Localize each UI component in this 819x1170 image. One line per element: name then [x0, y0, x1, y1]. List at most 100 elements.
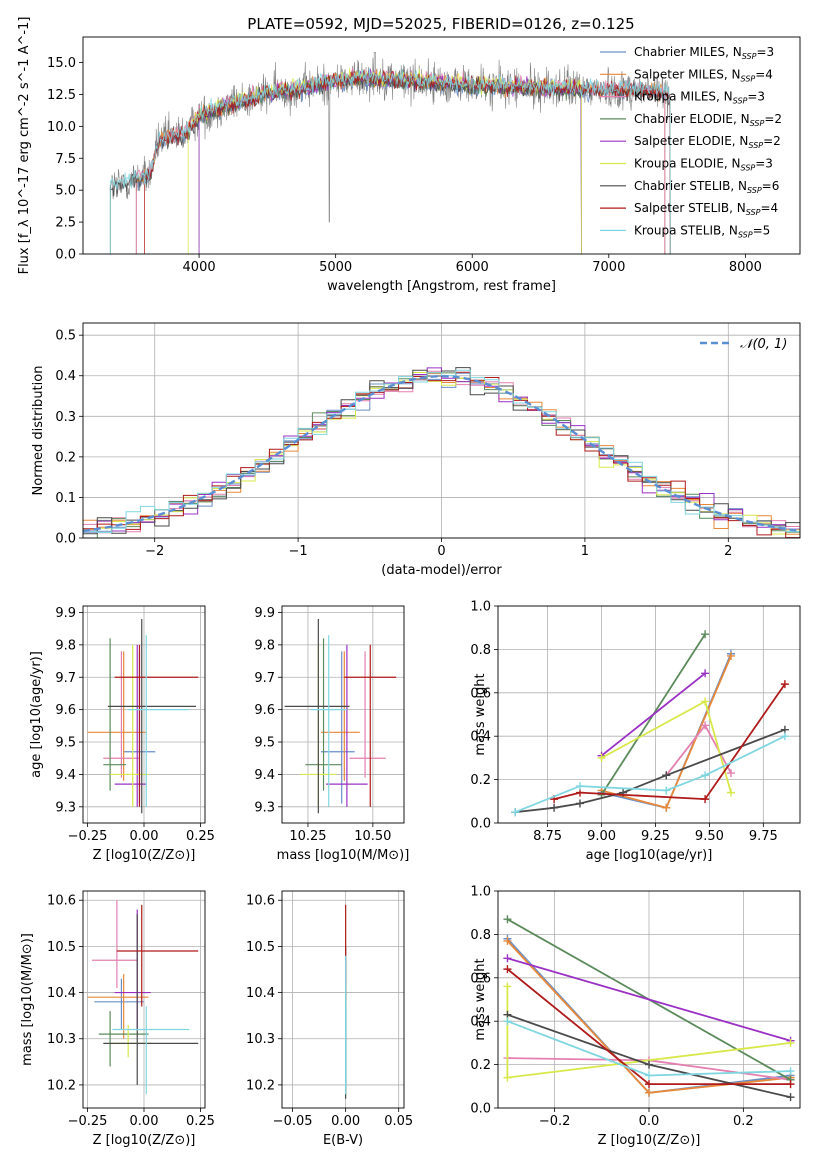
legend-entry: Kroupa MILES, NSSP=3	[634, 90, 765, 106]
x-tick-label: −2	[145, 544, 164, 559]
x-tick-label: 0.2	[733, 1114, 754, 1129]
legend-entry: Salpeter ELODIE, NSSP=2	[634, 134, 781, 150]
x-axis-label: Z [log10(Z/Z⊙)]	[93, 848, 196, 863]
model-spectrum-line	[135, 69, 666, 254]
weight-point-marker	[662, 786, 671, 795]
x-tick-label: 4000	[183, 260, 216, 275]
x-axis-label: (data-model)/error	[381, 563, 502, 578]
legend-entry: Salpeter STELIB, NSSP=4	[634, 201, 778, 217]
x-tick-label: −0.05	[273, 1114, 313, 1129]
x-tick-label: 0.05	[384, 1114, 413, 1129]
y-tick-label: 0.3	[55, 410, 76, 425]
y-tick-label: 5.0	[55, 184, 76, 199]
grid	[83, 323, 800, 539]
y-tick-label: 0.0	[55, 532, 76, 547]
y-tick-label: 10.5	[47, 940, 76, 955]
weight-series-line	[507, 957, 791, 1042]
weight-point-marker	[701, 669, 710, 678]
x-tick-label: 0.00	[331, 1114, 360, 1129]
y-tick-label: 9.3	[254, 800, 275, 815]
plot-area	[83, 367, 800, 538]
y-axis-label: age [log10(age/yr)]	[29, 651, 44, 778]
y-tick-label: 0.0	[470, 817, 491, 832]
plot-area	[87, 618, 199, 814]
y-tick-label: 0.0	[55, 248, 76, 263]
legend: 𝒩(0, 1)	[700, 337, 787, 352]
y-tick-label: 10.0	[47, 120, 76, 135]
weight-point-marker	[503, 982, 512, 991]
y-tick-label: 10.3	[246, 1032, 275, 1047]
x-tick-label: 2	[724, 544, 732, 559]
weight-series-line	[515, 728, 786, 813]
plot-area	[284, 618, 397, 814]
data-spectrum-line	[110, 52, 671, 223]
weight-point-marker	[786, 1067, 795, 1076]
axes-frame	[281, 890, 405, 1109]
axes-frame	[82, 322, 801, 539]
y-tick-label: 9.6	[254, 703, 275, 718]
x-tick-label: 10.25	[289, 829, 326, 844]
y-tick-label: 10.4	[47, 986, 76, 1001]
x-tick-label: 10.50	[354, 829, 391, 844]
weight-series-line	[601, 653, 732, 809]
plot-area	[87, 900, 199, 1095]
weight-point-marker	[701, 795, 710, 804]
x-axis-label: Z [log10(Z/Z⊙)]	[598, 1133, 701, 1148]
y-tick-label: 0.4	[55, 369, 76, 384]
legend-entry: Salpeter MILES, NSSP=4	[634, 67, 773, 83]
y-axis-label: Flux [f_λ 10^-17 erg cm^-2 s^-1 A^-1]	[17, 17, 32, 275]
weight-point-marker	[780, 732, 789, 741]
model-spectrum-line	[135, 70, 666, 254]
legend: Chabrier MILES, NSSP=3 Salpeter MILES, NS…	[600, 45, 782, 239]
x-axis-label: E(B-V)	[323, 1133, 363, 1148]
y-tick-label: 9.8	[254, 638, 275, 653]
y-tick-label: 15.0	[47, 56, 76, 71]
x-axis-label: wavelength [Angstrom, rest frame]	[327, 279, 556, 294]
y-tick-label: 9.4	[55, 768, 76, 783]
y-tick-label: 0.2	[470, 773, 491, 788]
panel-weight_vs_age: 8.75 9.00 9.25 9.50 9.75 0.0 0.2 0.4 0.6 0.8 1.0 ag…	[470, 600, 801, 863]
weight-point-marker	[726, 769, 735, 778]
panel-spectrum: 4000 5000 6000 7000 8000 0.0 2.5 5.0 7.5 10.0 12.5…	[17, 17, 801, 294]
x-axis-label: mass [log10(M/M⊙)]	[277, 848, 410, 863]
y-tick-label: 0.1	[55, 491, 76, 506]
normal-curve-line	[83, 374, 800, 533]
x-tick-label: 0	[437, 544, 445, 559]
weight-point-marker	[503, 954, 512, 963]
panel-age_vs_mass: 10.25 10.50 9.3 9.4 9.5 9.6 9.7 9.8 9.9 mass [log…	[254, 605, 410, 863]
legend-entry: Kroupa STELIB, NSSP=5	[634, 223, 770, 239]
weight-series-line	[514, 735, 786, 813]
x-tick-label: −0.25	[68, 1114, 108, 1129]
model-spectrum-line	[109, 68, 671, 254]
model-spectrum-line	[109, 70, 671, 254]
panel-age_vs_Z: −0.25 0.00 0.25 9.3 9.4 9.5 9.6 9.7 9.8 9.9 Z [log…	[29, 605, 215, 863]
weight-point-marker	[645, 1060, 653, 1069]
axes-frame	[82, 890, 206, 1109]
legend-entry: 𝒩(0, 1)	[740, 337, 787, 352]
axes-frame	[82, 605, 206, 824]
weight-point-marker	[550, 803, 559, 812]
axes-frame	[497, 890, 801, 1109]
y-tick-label: 0.4	[470, 1015, 491, 1030]
y-tick-label: 10.4	[246, 986, 275, 1001]
weight-point-marker	[780, 680, 789, 689]
x-tick-label: 5000	[319, 260, 352, 275]
weight-point-marker	[503, 965, 512, 974]
panel-mass_vs_Z: −0.25 0.00 0.25 10.2 10.3 10.4 10.5 10.6 Z [log1…	[20, 890, 215, 1148]
weight-point-marker	[726, 788, 735, 797]
weight-point-marker	[645, 1088, 653, 1097]
y-tick-label: 0.2	[470, 1058, 491, 1073]
x-tick-label: 1	[581, 544, 589, 559]
y-tick-label: 10.6	[246, 894, 275, 909]
axes-frame	[281, 605, 405, 824]
panel-residuals: −2 −1 0 1 2 0.0 0.1 0.2 0.3 0.4 0.5 (data-model)/er…	[31, 322, 801, 578]
y-tick-label: 1.0	[470, 600, 491, 615]
plot-area	[511, 630, 789, 817]
x-tick-label: 8000	[729, 260, 762, 275]
y-tick-label: 9.5	[55, 736, 76, 751]
y-tick-label: 1.0	[470, 885, 491, 900]
x-tick-label: 9.25	[641, 829, 670, 844]
y-tick-label: 10.6	[47, 894, 76, 909]
weight-series-line	[601, 655, 732, 809]
weight-point-marker	[597, 753, 606, 762]
